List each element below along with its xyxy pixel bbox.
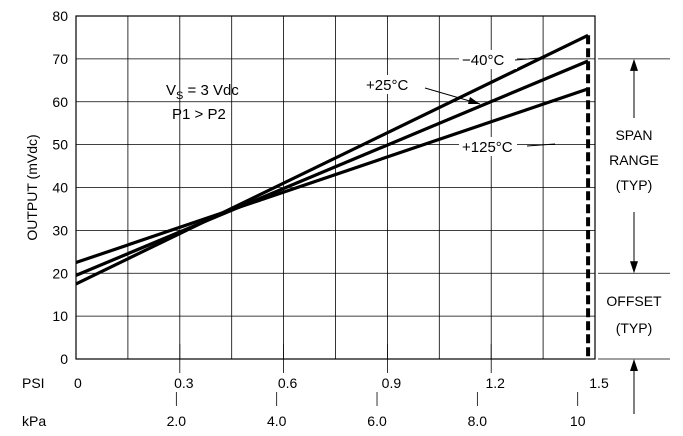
supply-voltage-annotation: VS = 3 Vdc <box>166 82 239 102</box>
psi-tick-label: 0 <box>74 375 82 391</box>
y-tick-label: 20 <box>52 265 68 281</box>
series-label-leader <box>514 57 541 61</box>
span-label-line-3: (TYP) <box>616 177 653 193</box>
series-label-backdrop <box>459 50 517 69</box>
kpa-axis-label: kPa <box>22 413 46 429</box>
series-label-backdrop <box>363 75 421 94</box>
offset-label-line-1: OFFSET <box>606 293 662 309</box>
kpa-tick-label: 6.0 <box>367 413 387 429</box>
y-tick-label: 50 <box>52 137 68 153</box>
annotation-voltage: = 3 Vdc <box>183 82 239 99</box>
series-label-leader <box>526 143 556 147</box>
y-axis-label: OUTPUT (mVdc) <box>24 134 40 240</box>
x-tick-labels: 0 0.3 0.6 0.9 1.2 1.5 2.0 4.0 6.0 8.0 10 <box>74 344 609 429</box>
psi-tick-label: 1.5 <box>589 375 609 391</box>
series-line <box>75 33 589 286</box>
psi-tick-label: 0.6 <box>278 375 298 391</box>
series-label-backdrop <box>459 137 517 156</box>
psi-tick-label: 0.3 <box>174 375 194 391</box>
annotation-subscript-s: S <box>176 90 183 102</box>
span-offset-indicator <box>598 58 670 414</box>
pressure-condition-annotation: P1 > P2 <box>172 106 226 123</box>
span-label-line-2: RANGE <box>609 152 659 168</box>
y-tick-label: 70 <box>52 51 68 67</box>
kpa-tick-label: 8.0 <box>468 413 488 429</box>
offset-arrowhead <box>630 359 638 371</box>
plot-frame <box>75 15 596 360</box>
series-lines: −40°C +25°C +125°C <box>75 33 589 286</box>
series-line <box>75 59 589 277</box>
y-tick-label: 80 <box>52 8 68 24</box>
offset-label-line-2: (TYP) <box>616 320 653 336</box>
y-tick-label: 40 <box>52 180 68 196</box>
leader-arrowhead <box>468 97 480 104</box>
y-tick-label: 0 <box>60 351 68 367</box>
series-line <box>75 87 589 265</box>
series-label: +125°C <box>462 139 513 156</box>
kpa-tick-label: 4.0 <box>267 413 287 429</box>
grid-lines <box>76 16 595 359</box>
psi-axis-label: PSI <box>22 375 45 391</box>
psi-tick-label: 1.2 <box>485 375 505 391</box>
y-tick-label: 10 <box>52 308 68 324</box>
kpa-tick-label: 10 <box>570 413 586 429</box>
y-tick-label: 60 <box>52 94 68 110</box>
span-label-line-1: SPAN <box>615 127 652 143</box>
annotation-v: V <box>166 82 176 99</box>
psi-tick-label: 0.9 <box>382 375 402 391</box>
kpa-tick-label: 2.0 <box>167 413 187 429</box>
span-arrowhead-top <box>630 58 638 71</box>
y-tick-label: 30 <box>52 222 68 238</box>
y-tick-labels: 0 10 20 30 40 50 60 70 80 <box>52 8 68 367</box>
series-label: +25°C <box>366 77 408 94</box>
span-arrowhead-bottom <box>630 261 638 274</box>
series-label: −40°C <box>462 52 504 69</box>
